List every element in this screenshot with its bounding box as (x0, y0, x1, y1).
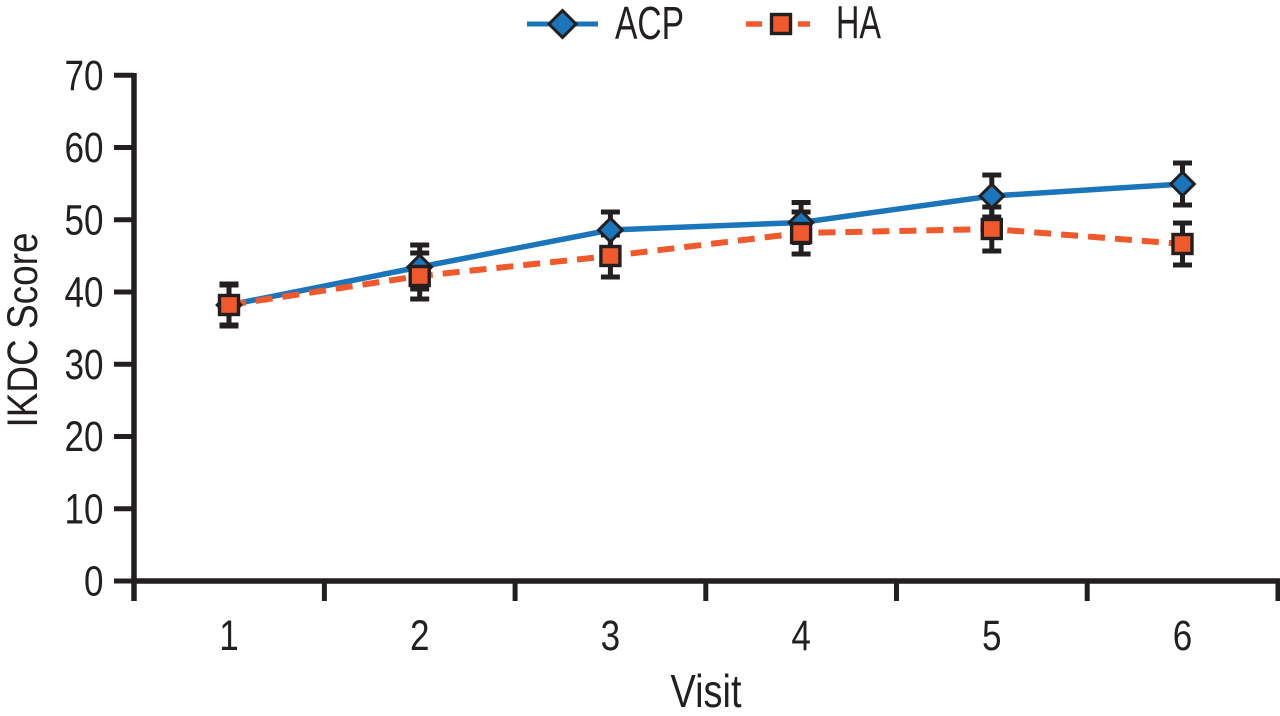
svg-text:2: 2 (410, 612, 430, 660)
svg-text:20: 20 (65, 413, 104, 461)
svg-text:40: 40 (65, 269, 104, 317)
svg-text:6: 6 (1173, 612, 1193, 660)
svg-text:3: 3 (601, 612, 621, 660)
svg-text:0: 0 (84, 558, 104, 606)
svg-text:10: 10 (65, 486, 104, 534)
svg-text:1: 1 (219, 612, 239, 660)
svg-text:30: 30 (65, 341, 104, 389)
svg-text:4: 4 (791, 612, 811, 660)
svg-text:HA: HA (836, 0, 881, 49)
svg-text:50: 50 (65, 197, 104, 245)
svg-text:70: 70 (65, 52, 104, 100)
svg-text:5: 5 (982, 612, 1002, 660)
svg-text:60: 60 (65, 124, 104, 172)
svg-text:ACP: ACP (615, 0, 684, 49)
svg-text:Visit: Visit (671, 665, 742, 716)
svg-text:IKDC Score: IKDC Score (0, 233, 47, 428)
